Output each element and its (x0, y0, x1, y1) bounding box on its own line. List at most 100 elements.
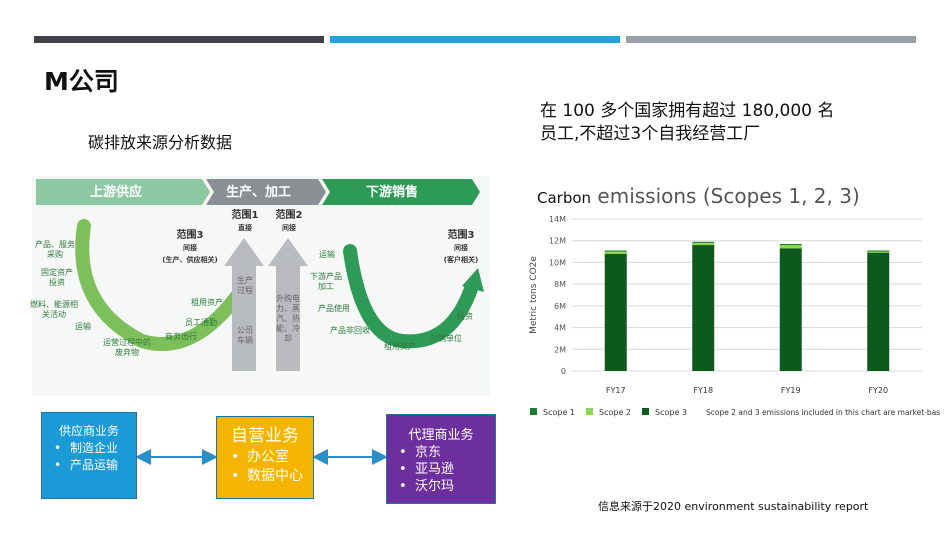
legend-note: Scope 2 and 3 emissions included in this… (706, 408, 940, 417)
value-chain-graphics (36, 179, 484, 371)
upstream-curve (75, 219, 244, 351)
agent-business-list: 京东 亚马逊 沃尔玛 (397, 444, 495, 495)
description-line-2: 员工,不超过3个自我经营工厂 (540, 124, 761, 144)
supplier-business-box: 供应商业务 制造企业 产品运输 (41, 412, 137, 499)
scope1-item: 过程 (237, 286, 253, 295)
legend-swatch (642, 408, 649, 415)
upstream-item: 废弃物 (115, 348, 139, 357)
scope1-item: 车辆 (237, 336, 253, 345)
scope1-title: 范围1 (231, 210, 259, 221)
downstream-chevron (322, 179, 480, 205)
top-bar-dark (34, 36, 324, 43)
upstream-item: 采购 (47, 250, 63, 259)
upstream-item: 员工通勤 (185, 318, 217, 327)
upstream-item: 运营过程中的 (103, 338, 151, 347)
top-bar-blue (330, 36, 620, 43)
scope3-right-title: 范围3 (447, 230, 475, 241)
downstream-curve (343, 244, 479, 349)
agent-business-title: 代理商业务 (408, 428, 474, 443)
list-item: 沃尔玛 (397, 478, 495, 495)
scope2-item: 汽、热 (276, 314, 300, 323)
legend-swatch (530, 408, 537, 415)
bar-scope-2 (692, 242, 715, 246)
bar-scope-2 (604, 251, 627, 254)
scope1-item: 公司 (237, 326, 253, 335)
self-business-title: 自营业务 (231, 426, 299, 446)
self-business-box: 自营业务 办公室 数据中心 (216, 416, 314, 499)
x-tick-label: FY20 (868, 386, 888, 395)
legend-entry: Scope 1 (543, 408, 575, 417)
scope2-item: 却 (284, 334, 292, 343)
emissions-chart: 0 2M 4M 6M 8M 10M 12M 14M Metric tons CO2e FY17 FY… (529, 215, 940, 417)
upstream-item: 燃料、能源相 (30, 300, 78, 309)
x-tick-label: FY18 (693, 386, 713, 395)
downstream-item: 产品使用 (318, 304, 350, 313)
y-tick-label: 4M (554, 324, 566, 333)
x-tick-label: FY17 (606, 386, 626, 395)
upstream-item: 关活动 (42, 310, 66, 319)
downstream-item: 分销单位 (430, 334, 462, 343)
list-item: 办公室 (229, 448, 313, 467)
downstream-arrowhead (462, 268, 484, 292)
downstream-item: 投资 (457, 312, 473, 321)
bar-scope-2 (867, 251, 890, 253)
supplier-business-title: 供应商业务 (58, 424, 119, 438)
x-tick-label: FY19 (781, 386, 801, 395)
downstream-item: 下游产品 (310, 272, 342, 281)
downstream-item: 运输 (319, 250, 335, 259)
source-note: 信息来源于2020 environment sustainability rep… (598, 500, 869, 513)
bar-scope-2 (779, 245, 802, 249)
y-axis-label: Metric tons CO2e (529, 256, 539, 334)
legend-swatch (586, 408, 593, 415)
scope3-left-title: 范围3 (176, 230, 204, 241)
scope3-right-sub1: 间接 (454, 244, 468, 252)
agent-business-box: 代理商业务 京东 亚马逊 沃尔玛 (386, 414, 496, 504)
scope2-title: 范围2 (275, 210, 303, 221)
scope2-item: 能、冷 (276, 324, 300, 333)
self-business-list: 办公室 数据中心 (229, 448, 313, 486)
list-item: 京东 (397, 444, 495, 461)
scope2-item: 力、蒸 (276, 304, 300, 313)
y-tick-label: 8M (554, 280, 566, 289)
downstream-item: 产品非回收 (330, 326, 370, 335)
value-chain-diagram: 上游供应 生产、加工 下游销售 范围1 直接 范围2 间接 范围3 间接 (生产… (30, 176, 490, 396)
y-tick-label: 6M (554, 302, 566, 311)
bar-scope-3 (779, 248, 802, 371)
legend-entry: Scope 2 (599, 408, 631, 417)
downstream-item: 加工 (318, 282, 334, 291)
upstream-item: 投资 (49, 278, 65, 287)
chart-title-main: emissions (Scopes 1, 2, 3) (597, 184, 860, 208)
scope2-item: 外购电 (276, 294, 300, 303)
scope3-left-label: 范围3 间接 (生产、供应相关) (150, 230, 230, 266)
scope3-right-label: 范围3 间接 (客户相关) (432, 230, 490, 266)
list-item: 制造企业 (52, 440, 136, 457)
y-tick-label: 0 (561, 367, 566, 376)
bar-scope-3 (867, 252, 890, 371)
chart-title: Carbon emissions (Scopes 1, 2, 3) (537, 184, 860, 208)
scope2-label: 范围2 间接 (272, 210, 306, 234)
downstream-item: 租用资产 (384, 342, 416, 351)
scope1-sub: 直接 (238, 224, 252, 232)
top-bar-gray (626, 36, 916, 43)
slide-subtitle: 碳排放来源分析数据 (88, 133, 233, 152)
bar-scope-1 (604, 250, 627, 252)
list-item: 产品运输 (52, 457, 136, 474)
y-tick-label: 12M (549, 237, 566, 246)
list-item: 数据中心 (229, 467, 313, 486)
supplier-business-list: 制造企业 产品运输 (52, 440, 136, 474)
description-line-1: 在 100 多个国家拥有超过 180,000 名 (540, 101, 835, 121)
bar-scope-3 (692, 245, 715, 371)
upstream-chevron (36, 179, 210, 205)
company-description: 在 100 多个国家拥有超过 180,000 名 员工,不超过3个自我经营工厂 (540, 100, 860, 146)
slide-title: M公司 (44, 67, 119, 96)
upstream-item: 固定资产 (41, 268, 73, 277)
scope3-left-sub1: 间接 (183, 244, 197, 252)
bar-scope-1 (779, 243, 802, 246)
stage-downstream: 下游销售 (366, 185, 419, 200)
scope1-arrow (224, 238, 264, 371)
scope3-right-sub2: (客户相关) (443, 256, 479, 264)
stage-upstream: 上游供应 (90, 185, 143, 200)
legend-entry: Scope 3 (655, 408, 687, 417)
scope2-sub: 间接 (282, 224, 296, 232)
